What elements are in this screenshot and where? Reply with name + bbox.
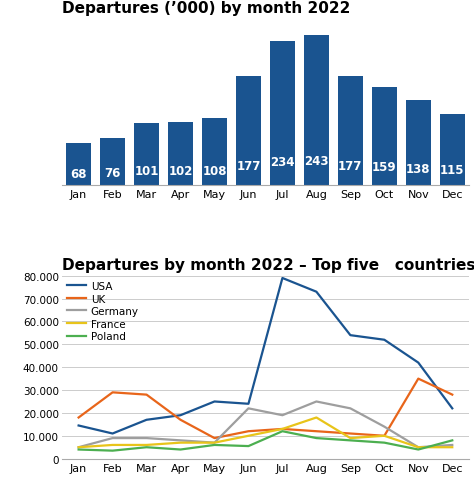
Poland bbox=[144, 445, 149, 450]
Bar bbox=[100, 139, 125, 185]
France bbox=[211, 440, 217, 446]
UK bbox=[211, 435, 217, 441]
Text: Departures (’000) by month 2022: Departures (’000) by month 2022 bbox=[62, 0, 350, 16]
Line: Germany: Germany bbox=[79, 402, 452, 447]
Text: 102: 102 bbox=[168, 165, 193, 178]
France bbox=[280, 426, 285, 432]
France bbox=[246, 433, 251, 439]
UK bbox=[246, 428, 251, 434]
Germany bbox=[313, 399, 319, 405]
UK bbox=[449, 392, 455, 398]
Line: USA: USA bbox=[79, 279, 452, 434]
USA bbox=[76, 423, 82, 428]
Bar bbox=[406, 101, 430, 185]
UK bbox=[382, 433, 387, 439]
UK bbox=[76, 415, 82, 421]
Bar bbox=[338, 77, 363, 185]
Bar bbox=[372, 88, 397, 185]
Poland bbox=[347, 438, 353, 444]
USA bbox=[415, 360, 421, 366]
Germany bbox=[347, 406, 353, 411]
UK bbox=[280, 426, 285, 432]
Text: 234: 234 bbox=[270, 155, 295, 168]
Text: 177: 177 bbox=[338, 160, 363, 172]
France bbox=[178, 440, 183, 446]
UK bbox=[109, 389, 116, 395]
Poland bbox=[109, 448, 116, 454]
Bar bbox=[270, 41, 295, 185]
Poland bbox=[178, 447, 183, 452]
Germany bbox=[246, 406, 251, 411]
France bbox=[449, 445, 455, 450]
Text: 138: 138 bbox=[406, 163, 430, 175]
Bar bbox=[168, 123, 193, 185]
Germany bbox=[382, 424, 387, 430]
Line: France: France bbox=[79, 418, 452, 447]
Text: 177: 177 bbox=[236, 160, 261, 172]
Germany bbox=[449, 442, 455, 448]
UK bbox=[347, 431, 353, 437]
USA bbox=[382, 337, 387, 343]
Poland bbox=[382, 440, 387, 446]
USA bbox=[211, 399, 217, 405]
Poland bbox=[246, 443, 251, 449]
Germany bbox=[76, 445, 82, 450]
Poland bbox=[415, 447, 421, 452]
Bar bbox=[202, 119, 227, 185]
Text: 115: 115 bbox=[440, 164, 465, 177]
Germany bbox=[280, 412, 285, 418]
Line: UK: UK bbox=[79, 379, 452, 438]
UK bbox=[178, 417, 183, 423]
Text: 243: 243 bbox=[304, 155, 328, 167]
Poland bbox=[280, 428, 285, 434]
Germany bbox=[178, 438, 183, 444]
Germany bbox=[415, 445, 421, 450]
Bar bbox=[304, 36, 328, 185]
Text: 68: 68 bbox=[70, 167, 87, 181]
UK bbox=[415, 376, 421, 382]
Bar bbox=[236, 77, 261, 185]
Germany bbox=[109, 435, 116, 441]
USA bbox=[449, 406, 455, 411]
USA bbox=[313, 289, 319, 295]
Poland bbox=[211, 442, 217, 448]
UK bbox=[313, 428, 319, 434]
Text: 159: 159 bbox=[372, 161, 397, 174]
France bbox=[109, 442, 116, 448]
France bbox=[313, 415, 319, 421]
Poland bbox=[313, 435, 319, 441]
Line: Poland: Poland bbox=[79, 431, 452, 451]
USA bbox=[109, 431, 116, 437]
France bbox=[144, 442, 149, 448]
Text: Departures by month 2022 – Top five   countries: Departures by month 2022 – Top five coun… bbox=[62, 257, 474, 272]
USA bbox=[280, 276, 285, 282]
USA bbox=[144, 417, 149, 423]
USA bbox=[347, 332, 353, 338]
France bbox=[415, 445, 421, 450]
France bbox=[382, 433, 387, 439]
USA bbox=[178, 412, 183, 418]
France bbox=[76, 445, 82, 450]
Bar bbox=[66, 143, 91, 185]
Bar bbox=[134, 123, 159, 185]
Germany bbox=[144, 435, 149, 441]
Legend: USA, UK, Germany, France, Poland: USA, UK, Germany, France, Poland bbox=[67, 282, 139, 342]
Text: 108: 108 bbox=[202, 164, 227, 178]
Text: 101: 101 bbox=[134, 165, 159, 178]
Poland bbox=[449, 438, 455, 444]
Germany bbox=[211, 440, 217, 446]
France bbox=[347, 435, 353, 441]
USA bbox=[246, 401, 251, 407]
Text: 76: 76 bbox=[104, 167, 121, 180]
Poland bbox=[76, 447, 82, 452]
UK bbox=[144, 392, 149, 398]
Bar bbox=[440, 115, 465, 185]
